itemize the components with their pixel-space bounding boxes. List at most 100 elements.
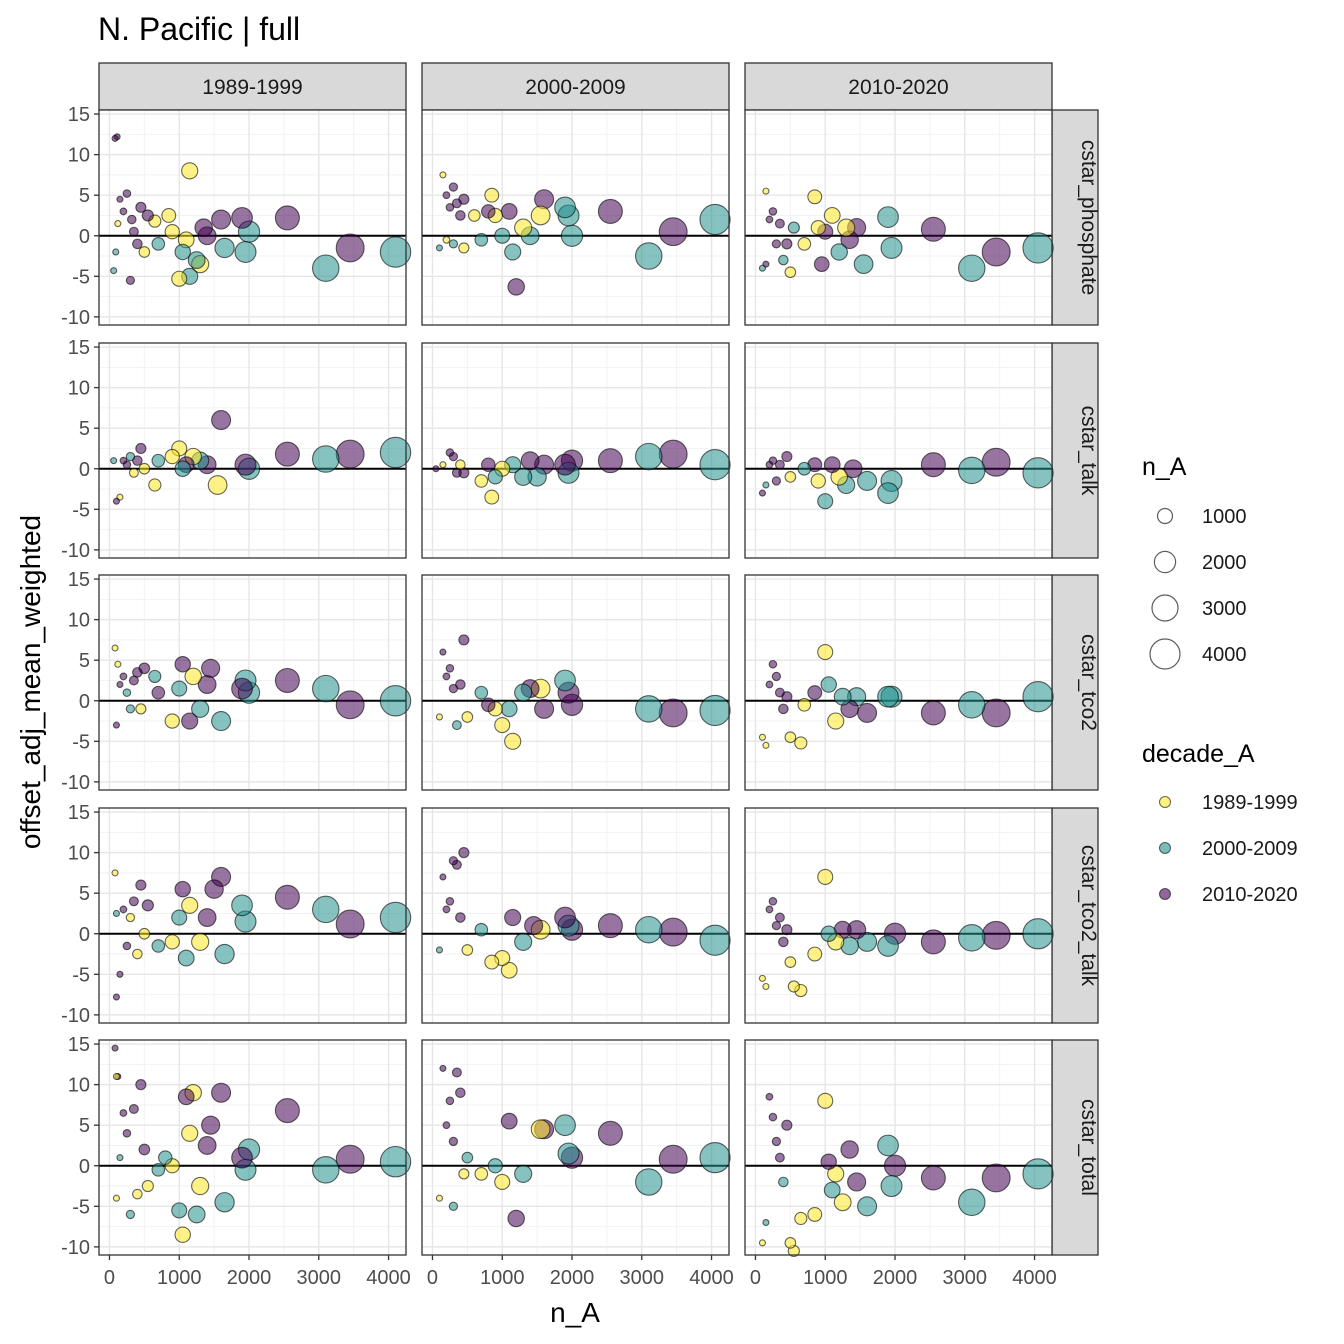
data-point bbox=[514, 932, 533, 951]
x-tick-label: 3000 bbox=[297, 1267, 342, 1289]
data-point bbox=[335, 233, 365, 263]
data-point bbox=[214, 943, 235, 965]
data-point bbox=[274, 667, 300, 693]
data-point bbox=[847, 1172, 867, 1192]
data-point bbox=[781, 924, 793, 936]
panel-border bbox=[421, 574, 730, 791]
data-point bbox=[439, 873, 447, 881]
facet-strip-2010-2020: 2010-2020 bbox=[744, 62, 1053, 111]
data-point bbox=[958, 691, 986, 719]
y-tick-label: -5 bbox=[72, 266, 90, 288]
y-tick-label: 10 bbox=[68, 378, 90, 400]
x-tick-label: 0 bbox=[427, 1267, 438, 1289]
panel-cstar_phosphate-2000-2009 bbox=[421, 109, 731, 326]
data-point bbox=[857, 1196, 878, 1217]
data-point bbox=[768, 897, 778, 906]
color-legend-label: 1989-1999 bbox=[1202, 792, 1298, 814]
data-point bbox=[448, 182, 459, 192]
data-point bbox=[174, 1226, 191, 1243]
data-point bbox=[455, 1087, 466, 1099]
data-point bbox=[451, 720, 462, 731]
data-point bbox=[774, 218, 785, 229]
data-point bbox=[597, 1120, 623, 1146]
panel-cstar_total-2000-2009: 0 1000 2000 3000 4000 bbox=[421, 1039, 734, 1289]
y-tick-label: 15 bbox=[68, 569, 90, 591]
data-point bbox=[448, 683, 459, 694]
data-point bbox=[448, 239, 459, 249]
data-point bbox=[234, 453, 257, 476]
data-point bbox=[211, 711, 232, 732]
panel-cstar_phosphate-2010-2020 bbox=[744, 109, 1054, 326]
data-point bbox=[164, 713, 180, 729]
data-point bbox=[151, 453, 166, 468]
data-point bbox=[481, 204, 496, 219]
data-point bbox=[494, 1173, 511, 1191]
x-tick-label: 1000 bbox=[803, 1267, 848, 1289]
data-point bbox=[135, 879, 147, 891]
data-point bbox=[448, 1201, 459, 1211]
data-point bbox=[843, 459, 863, 479]
facet-strip-label: 2000-2009 bbox=[525, 76, 625, 99]
data-point bbox=[765, 1092, 774, 1101]
data-point bbox=[781, 451, 793, 463]
y-tick-label: 15 bbox=[68, 104, 90, 126]
data-point bbox=[119, 456, 128, 465]
data-point bbox=[658, 217, 688, 247]
data-point bbox=[461, 711, 474, 723]
data-point bbox=[530, 205, 551, 226]
chart-title: N. Pacific | full bbox=[98, 11, 300, 47]
data-point bbox=[794, 736, 808, 750]
data-point bbox=[214, 1192, 235, 1213]
data-point bbox=[784, 956, 797, 969]
data-point bbox=[1022, 681, 1054, 713]
y-tick-label: -10 bbox=[61, 1237, 90, 1259]
data-point bbox=[171, 270, 188, 287]
data-point bbox=[514, 683, 533, 702]
data-point bbox=[635, 242, 663, 270]
data-point bbox=[207, 475, 228, 495]
data-point bbox=[765, 680, 774, 689]
data-point bbox=[771, 476, 782, 486]
data-point bbox=[699, 449, 731, 481]
color-legend-key bbox=[1159, 888, 1171, 900]
data-point bbox=[138, 462, 151, 475]
data-point bbox=[379, 901, 412, 934]
panel-cstar_phosphate-1989-1999: -10 -5 0 5 10 15 bbox=[61, 104, 412, 329]
data-point bbox=[151, 237, 166, 251]
data-point bbox=[758, 974, 766, 982]
data-point bbox=[958, 924, 986, 952]
color-legend-label: 2000-2009 bbox=[1202, 838, 1298, 860]
data-point bbox=[880, 1175, 903, 1198]
data-point bbox=[774, 1152, 785, 1163]
data-point bbox=[116, 195, 124, 203]
data-point bbox=[823, 207, 841, 224]
data-point bbox=[487, 469, 503, 485]
y-tick-label: 10 bbox=[68, 843, 90, 865]
panel-border bbox=[98, 342, 407, 559]
panel-cstar_tco2-1989-1999: -10 -5 0 5 10 15 bbox=[61, 569, 412, 794]
data-point bbox=[658, 1144, 688, 1174]
panel-cstar_total-2010-2020: 0 1000 2000 3000 4000 bbox=[744, 1039, 1057, 1289]
data-point bbox=[981, 447, 1011, 477]
data-point bbox=[958, 254, 986, 282]
data-point bbox=[451, 467, 462, 478]
data-point bbox=[762, 481, 770, 489]
data-point bbox=[774, 687, 785, 698]
data-point bbox=[445, 664, 455, 673]
data-point bbox=[857, 702, 878, 723]
data-point bbox=[797, 237, 812, 251]
data-point bbox=[781, 238, 793, 250]
y-tick-label: -10 bbox=[61, 307, 90, 329]
facet-strip-1989-1999: 1989-1999 bbox=[98, 62, 407, 111]
data-point bbox=[442, 672, 451, 681]
data-point bbox=[442, 191, 451, 200]
data-point bbox=[699, 1141, 731, 1174]
facet-strip-label: cstar_total bbox=[1077, 1099, 1100, 1196]
data-point bbox=[981, 1163, 1011, 1193]
data-point bbox=[1022, 457, 1054, 489]
data-point bbox=[817, 493, 834, 510]
x-tick-label: 3000 bbox=[943, 1267, 988, 1289]
y-tick-label: 5 bbox=[79, 883, 90, 905]
panel-border bbox=[98, 1039, 407, 1256]
data-point bbox=[128, 675, 139, 686]
